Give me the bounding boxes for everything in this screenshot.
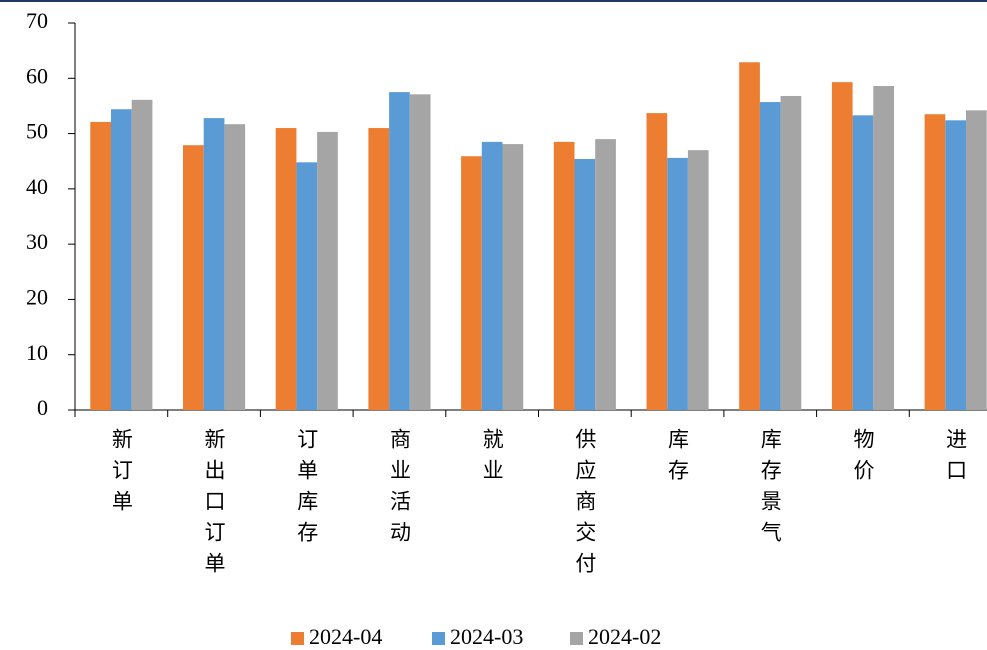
legend-label: 2024-04 — [309, 624, 382, 649]
top-border — [0, 0, 987, 2]
bar — [966, 110, 987, 410]
legend-label: 2024-02 — [588, 624, 661, 649]
bar — [739, 62, 760, 410]
x-tick-label: 供应商交付 — [573, 428, 597, 583]
x-tick-label: 新出口订单 — [202, 428, 226, 583]
bar — [687, 150, 709, 410]
bar — [275, 128, 297, 411]
y-tick-label: 30 — [26, 229, 48, 254]
x-tick-label: 新订单 — [109, 428, 133, 521]
y-tick-label: 20 — [26, 284, 48, 309]
bar — [595, 139, 616, 410]
bar — [780, 95, 802, 410]
bar — [924, 114, 946, 410]
x-tick-label: 物价 — [851, 428, 875, 490]
bar — [131, 99, 153, 411]
bar — [873, 86, 894, 411]
bar — [203, 118, 225, 410]
bar — [389, 92, 410, 410]
bar — [502, 144, 524, 410]
y-tick-label: 0 — [37, 395, 48, 420]
bar — [553, 141, 575, 410]
bar — [224, 124, 246, 411]
y-tick-label: 70 — [26, 8, 48, 33]
bar — [945, 120, 966, 410]
legend-label: 2024-03 — [450, 624, 523, 649]
bar — [461, 156, 482, 410]
bar — [646, 113, 668, 410]
x-tick-label: 库存 — [666, 428, 690, 490]
bar — [409, 94, 431, 410]
x-tick-label: 进口 — [944, 428, 968, 490]
legend-swatch — [570, 632, 583, 645]
bar — [759, 102, 781, 411]
bar — [667, 157, 688, 410]
x-tick-label: 就业 — [480, 428, 504, 490]
x-tick-label: 库存景气 — [758, 428, 782, 552]
x-tick-label: 商业活动 — [387, 428, 411, 552]
bar — [111, 109, 132, 410]
y-tick-label: 40 — [26, 174, 48, 199]
legend-swatch — [432, 632, 445, 645]
bar — [831, 82, 853, 411]
x-tick-label: 订单库存 — [295, 428, 319, 552]
y-tick-label: 50 — [26, 119, 48, 144]
legend-swatch — [291, 632, 304, 645]
bar — [296, 162, 318, 410]
bar — [368, 128, 390, 411]
bar — [90, 121, 111, 410]
bar — [852, 115, 874, 410]
bar — [481, 141, 503, 410]
y-tick-label: 10 — [26, 340, 48, 365]
y-tick-label: 60 — [26, 63, 48, 88]
bar — [183, 145, 204, 410]
bar — [574, 159, 596, 410]
bar — [317, 131, 338, 411]
